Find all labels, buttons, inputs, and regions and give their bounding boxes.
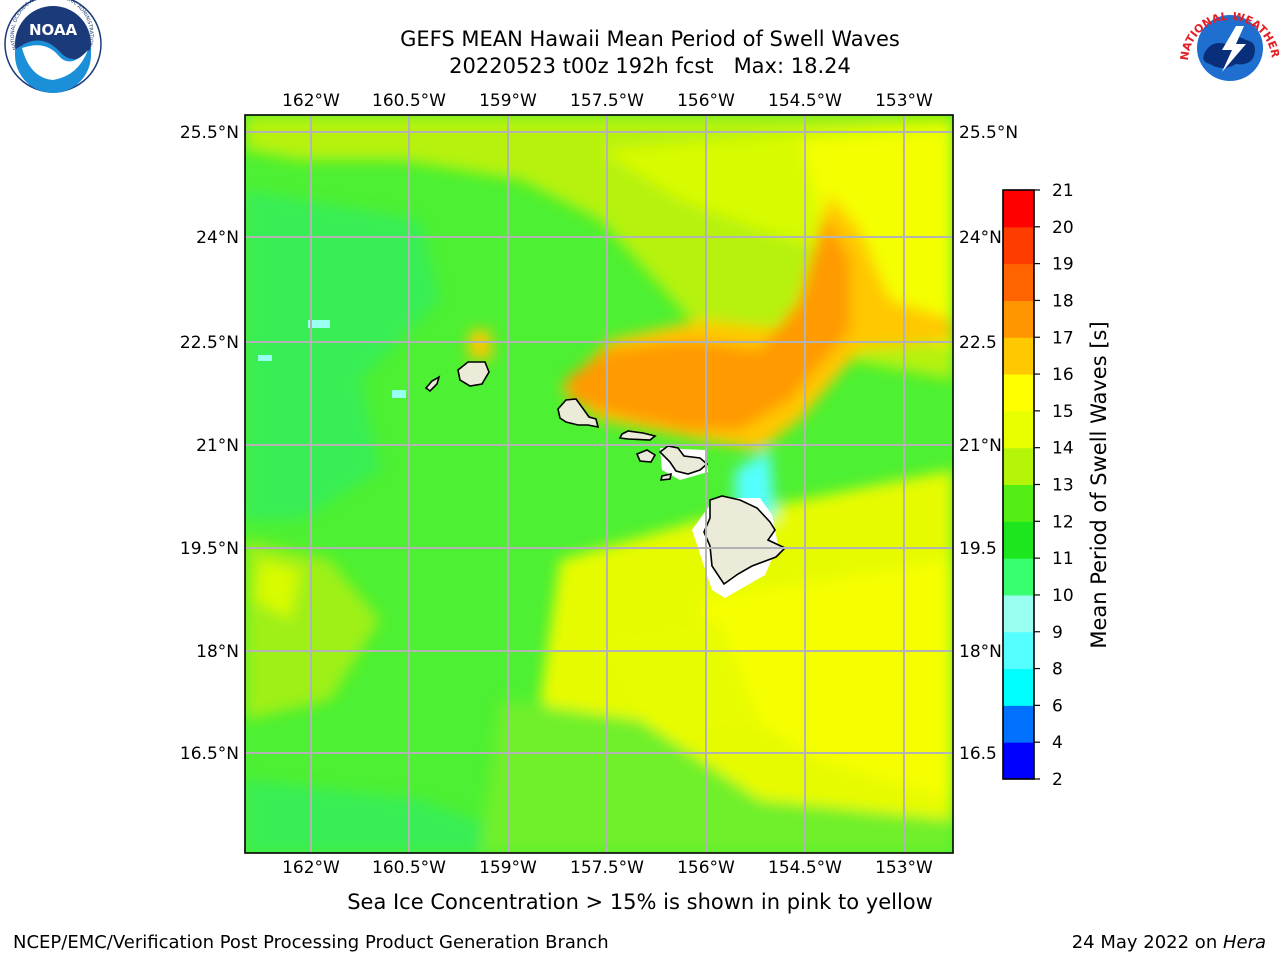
footer-host: Hera (1222, 932, 1266, 953)
colorbar-tick-label: 8 (1052, 660, 1063, 680)
colorbar-segment (1003, 190, 1034, 228)
colorbar-tick-label: 9 (1052, 623, 1063, 643)
colorbar-tick-label: 15 (1052, 402, 1074, 422)
colorbar-tick-label: 18 (1052, 291, 1074, 311)
colorbar-segment (1003, 558, 1034, 596)
lat-label: 25.5°N (959, 123, 1018, 143)
svg-text:NATIONAL WEATHER SERVICE: NATIONAL WEATHER SERVICE (0, 0, 1280, 62)
lat-label: 24°N (196, 228, 239, 248)
lat-label: 24°N (959, 228, 1002, 248)
colorbar-tick-label: 4 (1052, 733, 1063, 753)
colorbar-segment (1003, 263, 1034, 301)
lat-labels-right: 25.5°N 24°N 22.5 21°N 19.5 18°N 16.5 (959, 123, 1018, 764)
lon-label: 162°W (282, 91, 340, 111)
lon-label: 160.5°W (372, 858, 446, 878)
colorbar-tick-label: 14 (1052, 439, 1074, 459)
lat-labels-left: 25.5°N 24°N 22.5°N 21°N 19.5°N 18°N 16.5… (180, 123, 239, 764)
map-subtitle: 20220523 t00z 192h fcst Max: 18.24 (449, 54, 851, 78)
lon-label: 156°W (677, 858, 735, 878)
nws-logo: NATIONAL WEATHER SERVICE (0, 0, 1280, 96)
lat-label: 19.5 (959, 539, 997, 559)
colorbar-segment (1003, 484, 1034, 522)
colorbar-tick-label: 10 (1052, 586, 1074, 606)
colorbar-tick-label: 6 (1052, 696, 1063, 716)
noaa-logo: NOAA NATIONAL OCEANIC AND ATMOSPHERIC AD… (0, 0, 102, 93)
colorbar-segment (1003, 521, 1034, 559)
footer-date-text: 24 May 2022 on (1071, 932, 1223, 953)
lon-labels-bottom: 162°W 160.5°W 159°W 157.5°W 156°W 154.5°… (282, 858, 933, 878)
swell-period-field (245, 115, 953, 853)
colorbar-tick-label: 19 (1052, 255, 1074, 275)
colorbar-segment (1003, 668, 1034, 706)
lat-label: 16.5°N (180, 744, 239, 764)
colorbar-segment (1003, 337, 1034, 375)
colorbar-tick-label: 13 (1052, 476, 1074, 496)
colorbar: 2 4 6 8 9 10 11 12 13 14 15 16 17 18 19 20 21 (1002, 181, 1074, 790)
lon-label: 159°W (479, 858, 537, 878)
colorbar-tick-label: 16 (1052, 365, 1074, 385)
colorbar-tick-label: 2 (1052, 770, 1063, 790)
sea-ice-note: Sea Ice Concentration > 15% is shown in … (347, 890, 933, 914)
lat-label: 19.5°N (180, 539, 239, 559)
colorbar-tick-label: 11 (1052, 549, 1074, 569)
lon-label: 154.5°W (768, 91, 842, 111)
lat-label: 18°N (959, 642, 1002, 662)
colorbar-tick-label: 17 (1052, 328, 1074, 348)
map-frame (244, 114, 954, 854)
lat-label: 22.5°N (180, 333, 239, 353)
lat-label: 25.5°N (180, 123, 239, 143)
colorbar-tick-label: 21 (1052, 181, 1074, 201)
map-title: GEFS MEAN Hawaii Mean Period of Swell Wa… (400, 27, 900, 51)
lon-label: 159°W (479, 91, 537, 111)
lat-label: 21°N (959, 436, 1002, 456)
lon-label: 153°W (875, 858, 933, 878)
lon-labels-top: 162°W 160.5°W 159°W 157.5°W 156°W 154.5°… (282, 91, 933, 111)
lat-label: 21°N (196, 436, 239, 456)
colorbar-segment (1003, 631, 1034, 670)
colorbar-segment (1003, 594, 1034, 633)
lon-label: 157.5°W (570, 91, 644, 111)
lat-label: 16.5 (959, 744, 997, 764)
noaa-logo-text: NOAA (29, 21, 78, 39)
footer-date: 24 May 2022 on Hera (1072, 932, 1266, 953)
colorbar-segment (1003, 226, 1034, 265)
nws-ring-text: NATIONAL WEATHER SERVICE (0, 0, 1280, 62)
lon-label: 156°W (677, 91, 735, 111)
lon-label: 154.5°W (768, 858, 842, 878)
colorbar-tick-label: 20 (1052, 218, 1074, 238)
lon-label: 153°W (875, 91, 933, 111)
colorbar-segment (1003, 742, 1034, 780)
colorbar-segment (1003, 705, 1034, 743)
lat-label: 22.5 (959, 333, 997, 353)
footer-credit: NCEP/EMC/Verification Post Processing Pr… (13, 932, 609, 953)
lon-label: 162°W (282, 858, 340, 878)
colorbar-segment (1003, 447, 1034, 485)
lat-label: 18°N (196, 642, 239, 662)
lon-label: 157.5°W (570, 858, 644, 878)
island-outlines (424, 361, 787, 586)
colorbar-segment (1003, 374, 1034, 412)
colorbar-segment (1003, 410, 1034, 449)
colorbar-label: Mean Period of Swell Waves [s] (1087, 321, 1111, 648)
colorbar-tick-label: 12 (1052, 512, 1074, 532)
colorbar-segment (1003, 300, 1034, 338)
lon-label: 160.5°W (372, 91, 446, 111)
graticule (245, 115, 953, 853)
